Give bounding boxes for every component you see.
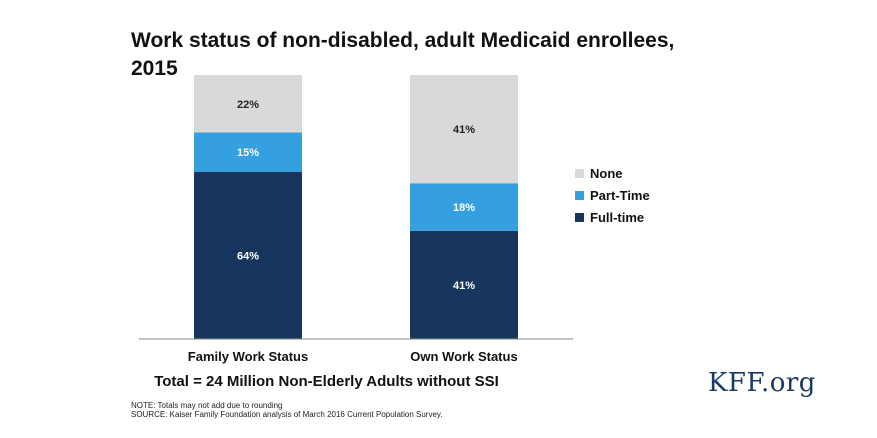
- data-label-part-time-family-work-status: 15%: [237, 147, 259, 159]
- bar-segment-part-time-family-work-status: [194, 132, 302, 172]
- total-note: Total = 24 Million Non-Elderly Adults wi…: [154, 373, 499, 390]
- chart-title: Work status of non-disabled, adult Medic…: [131, 29, 675, 80]
- data-label-part-time-own-work-status: 18%: [453, 202, 475, 214]
- legend-swatch-full-time: [575, 213, 584, 222]
- source-line: SOURCE: Kaiser Family Foundation analysi…: [131, 410, 443, 419]
- legend-label-none: None: [590, 166, 623, 181]
- bars-layer: [194, 75, 518, 339]
- bar-segment-none-family-work-status: [194, 75, 302, 133]
- labels-layer: 64% 15% 22% Family Work Status 41% 18% 41% Own …: [188, 99, 518, 364]
- category-label-family-work-status: Family Work Status: [188, 349, 308, 364]
- brand-logo: KFF.org: [708, 368, 816, 398]
- data-label-full-time-own-work-status: 41%: [453, 280, 475, 292]
- bar-segment-full-time-own-work-status: [410, 230, 518, 339]
- data-label-none-family-work-status: 22%: [237, 99, 259, 111]
- legend-swatch-part-time: [575, 191, 584, 200]
- data-label-none-own-work-status: 41%: [453, 124, 475, 136]
- category-label-own-work-status: Own Work Status: [410, 349, 517, 364]
- note-line: NOTE: Totals may not add due to rounding: [131, 401, 283, 410]
- data-label-full-time-family-work-status: 64%: [237, 250, 259, 262]
- bar-segment-full-time-family-work-status: [194, 171, 302, 339]
- legend-label-full-time: Full-time: [590, 210, 645, 225]
- bar-segment-part-time-own-work-status: [410, 183, 518, 231]
- bar-segment-none-own-work-status: [410, 75, 518, 184]
- legend-swatch-none: [575, 169, 584, 178]
- legend-label-part-time: Part-Time: [590, 188, 650, 203]
